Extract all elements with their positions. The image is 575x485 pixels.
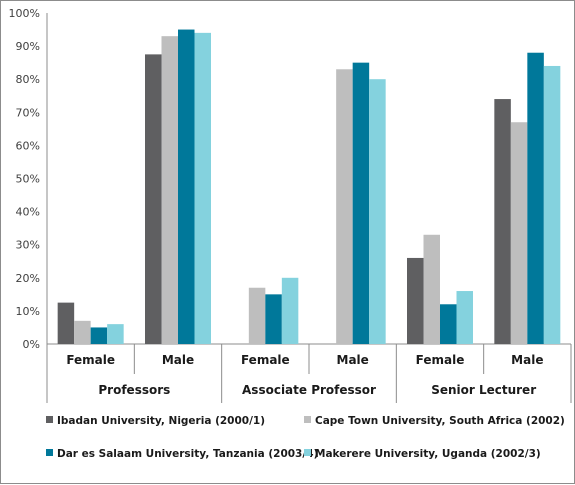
bar (336, 69, 353, 345)
legend-swatch (304, 416, 311, 423)
y-tick-label: 80% (16, 73, 40, 86)
bar (107, 324, 124, 344)
legend-label: Cape Town University, South Africa (2002… (315, 415, 565, 427)
legend-label: Ibadan University, Nigeria (2000/1) (57, 415, 265, 427)
x-tick-label: Female (416, 353, 465, 367)
bar (248, 287, 266, 344)
y-tick-label: 10% (16, 305, 40, 318)
bar (281, 277, 299, 344)
bar (510, 122, 528, 344)
bar (440, 304, 457, 344)
y-tick-label: 30% (16, 239, 40, 252)
y-tick-label: 20% (16, 272, 40, 285)
x-tick-label: Female (241, 353, 290, 367)
y-tick-label: 90% (16, 40, 40, 53)
bar (494, 99, 511, 344)
y-tick-label: 40% (16, 206, 40, 219)
y-tick-label: 0% (23, 338, 40, 351)
legend-swatch (46, 449, 53, 456)
bar (74, 320, 91, 344)
bar (456, 291, 473, 344)
bar (178, 29, 195, 345)
bar (407, 257, 424, 344)
x-group-label: Professors (98, 383, 170, 397)
y-tick-label: 60% (16, 139, 40, 152)
x-tick-label: Male (337, 353, 369, 367)
y-tick-label: 70% (16, 106, 40, 119)
legend-swatch (304, 449, 311, 456)
bar (352, 62, 370, 345)
bar (57, 302, 75, 344)
bar (194, 32, 211, 345)
y-tick-label: 100% (9, 7, 40, 20)
x-tick-label: Male (511, 353, 543, 367)
x-group-label: Senior Lecturer (431, 383, 536, 397)
legend-label: Dar es Salaam University, Tanzania (2003… (57, 448, 318, 460)
bar (423, 234, 440, 344)
bar (145, 54, 162, 344)
x-tick-label: Female (66, 353, 115, 367)
y-tick-label: 50% (16, 173, 40, 186)
x-tick-label: Male (162, 353, 194, 367)
legend-label: Makerere University, Uganda (2002/3) (315, 448, 541, 460)
bar (543, 65, 561, 345)
bar (90, 327, 108, 344)
x-group-label: Associate Professor (242, 383, 376, 397)
bar (527, 52, 544, 344)
legend-swatch (46, 416, 53, 423)
bar (161, 36, 178, 345)
bar (265, 294, 282, 344)
bar (369, 79, 386, 344)
